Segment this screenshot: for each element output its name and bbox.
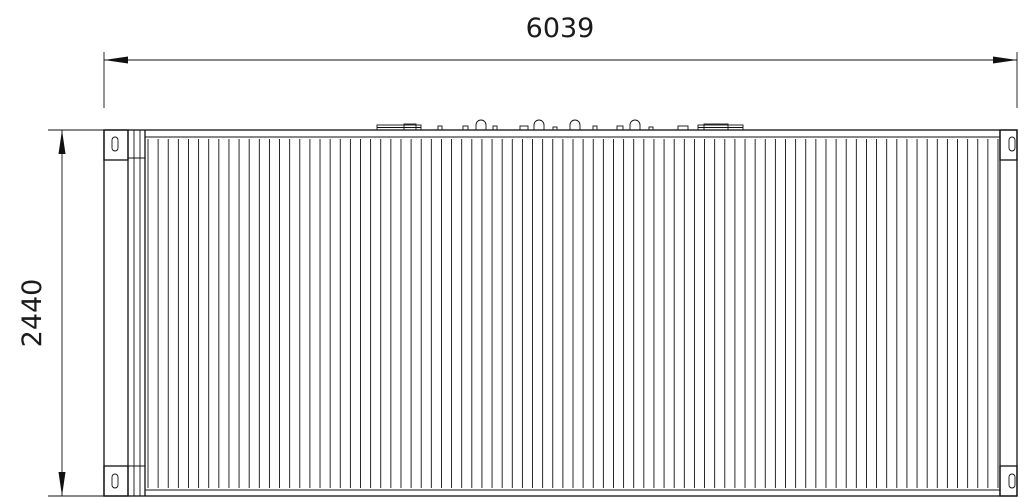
corrugated-side-panel — [147, 139, 999, 488]
top-fittings — [376, 119, 744, 131]
height-dimension-label: 2440 — [17, 279, 48, 348]
corner-casting-top-right — [999, 129, 1018, 161]
height-dimension-line — [58, 130, 66, 496]
width-dimension-label: 6039 — [526, 13, 595, 44]
left-corner-post — [127, 130, 146, 496]
width-dimension-line — [104, 56, 1017, 64]
corner-casting-top-left — [103, 129, 129, 161]
corner-casting-bottom-right — [999, 465, 1018, 497]
height-dimension: 2440 — [17, 129, 104, 497]
corner-casting-bottom-left — [103, 465, 129, 497]
width-dimension: 6039 — [103, 13, 1018, 108]
container-frame — [103, 129, 1018, 497]
container-body — [103, 129, 1018, 497]
